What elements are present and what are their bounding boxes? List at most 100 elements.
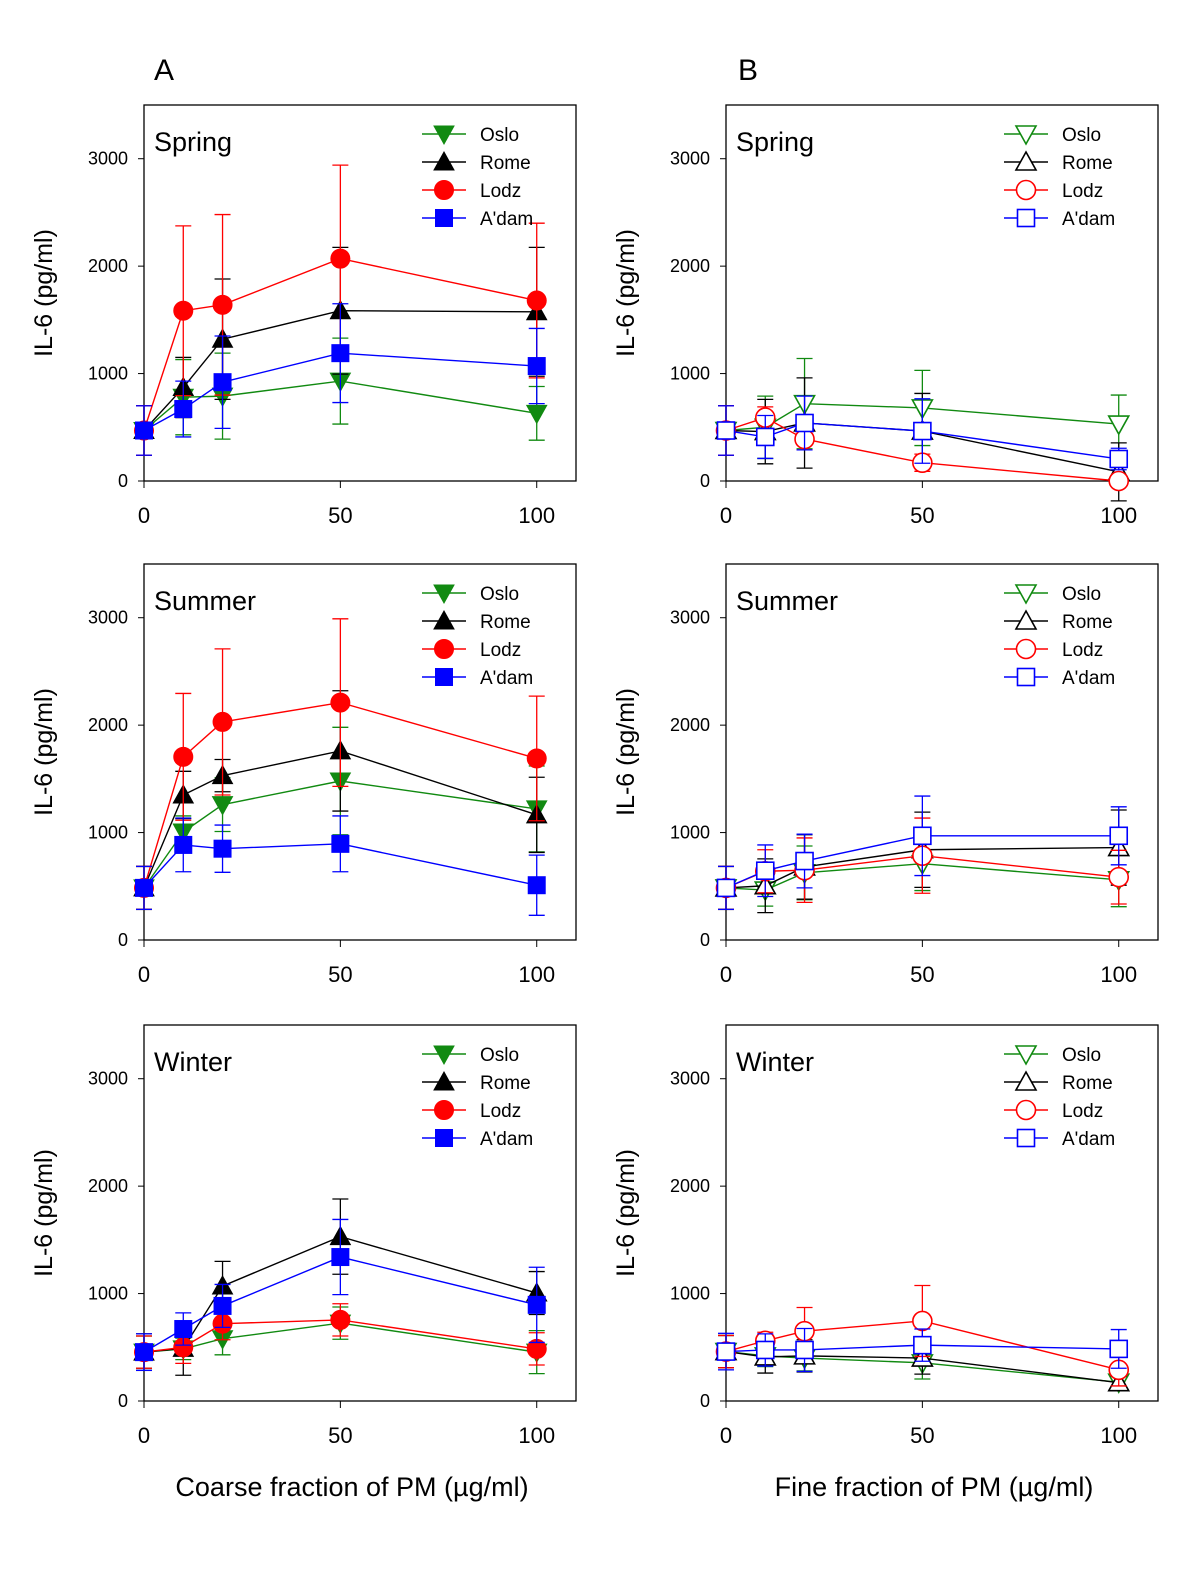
legend-marker [1016, 1128, 1036, 1148]
data-point [331, 344, 350, 363]
series-adam [716, 395, 1129, 471]
x-tick-label: 100 [518, 962, 555, 987]
panel-b-summer: 0 1000 2000 3000 0 50 100 Summer IL-6 (pg/ml) Osl… [612, 563, 1159, 987]
legend-item: Oslo [1004, 584, 1101, 605]
data-point [526, 748, 547, 769]
plot-frame [143, 104, 577, 482]
y-tick-label: 3000 [670, 608, 710, 628]
data-point [1108, 470, 1130, 492]
data-point [527, 357, 546, 376]
data-point [1109, 449, 1129, 469]
x-tick-label: 50 [910, 1423, 934, 1448]
y-tick-label: 1000 [670, 364, 710, 384]
y-tick-label: 0 [700, 471, 710, 491]
y-tick-label: 1000 [670, 823, 710, 843]
plot-frame [725, 563, 1159, 941]
x-axis-label: Fine fraction of PM (µg/ml) [775, 1472, 1094, 1502]
y-axis-label: IL-6 (pg/ml) [612, 229, 640, 357]
data-point [1108, 866, 1130, 888]
y-tick-label: 3000 [88, 1069, 128, 1089]
x-tick-label: 50 [910, 503, 934, 528]
data-point [135, 1343, 153, 1362]
legend-label: A'dam [480, 668, 533, 689]
series-adam [135, 1218, 546, 1372]
y-tick-label: 2000 [670, 1176, 710, 1196]
panel-a-winter: 0 1000 2000 3000 0 50 100 Winter IL-6 (pg/ml) Coa… [30, 1024, 577, 1502]
data-point [1109, 826, 1129, 846]
panel-a-spring: 0 1000 2000 3000 0 50 100 Spring IL-6 (pg/ml) Osl… [30, 104, 577, 528]
data-point [330, 692, 351, 713]
data-point [913, 826, 932, 846]
y-tick-label: 2000 [88, 1176, 128, 1196]
data-point [716, 421, 736, 440]
legend-item: A'dam [422, 209, 533, 230]
legend-item: A'dam [1004, 1128, 1115, 1150]
y-tick-label: 3000 [670, 1069, 710, 1089]
legend-marker [433, 1045, 455, 1066]
legend-label: Lodz [480, 640, 521, 661]
x-tick-label: 100 [1100, 503, 1137, 528]
data-point [913, 1335, 932, 1355]
y-tick-label: 0 [118, 471, 128, 491]
legend-label: Rome [1062, 612, 1113, 633]
data-point [173, 300, 194, 321]
legend-marker [1015, 638, 1037, 660]
data-point [213, 373, 232, 392]
data-point [174, 400, 193, 419]
legend-label: Lodz [1062, 181, 1103, 202]
legend-marker [433, 584, 455, 605]
legend-item: Rome [1004, 609, 1113, 633]
legend-marker [434, 1100, 454, 1120]
data-point [135, 421, 153, 440]
legend-marker [1014, 609, 1038, 630]
legend-label: Rome [1062, 153, 1113, 174]
data-point [525, 404, 548, 425]
legend-marker [1016, 667, 1036, 687]
legend-marker [435, 1129, 453, 1147]
plot-frame [143, 1024, 577, 1402]
data-point [211, 796, 234, 816]
y-tick-label: 1000 [88, 1284, 128, 1304]
data-point [527, 876, 546, 895]
legend-item: A'dam [1004, 667, 1115, 689]
legend-label: Rome [480, 612, 531, 633]
legend-item: A'dam [422, 668, 533, 689]
legend-marker [434, 180, 454, 200]
x-tick-label: 0 [138, 503, 150, 528]
legend-item: Oslo [1004, 125, 1101, 146]
panel-a-summer: 0 1000 2000 3000 0 50 100 Summer IL-6 (pg/ml) Osl… [30, 563, 577, 987]
legend-label: A'dam [1062, 668, 1115, 689]
data-point [1107, 415, 1131, 436]
y-tick-label: 1000 [670, 1284, 710, 1304]
legend-label: Oslo [480, 125, 519, 146]
legend-marker [433, 609, 455, 630]
legend-label: Rome [1062, 1073, 1113, 1094]
x-tick-label: 50 [328, 503, 352, 528]
legend-item: Rome [422, 609, 531, 633]
data-point [913, 421, 932, 441]
season-title: Spring [736, 127, 814, 157]
legend-item: A'dam [422, 1129, 533, 1150]
x-tick-label: 50 [910, 962, 934, 987]
season-title: Winter [154, 1047, 232, 1077]
y-tick-label: 0 [700, 1391, 710, 1411]
data-point [1109, 1339, 1129, 1359]
y-tick-label: 0 [118, 1391, 128, 1411]
series-adam [135, 815, 546, 916]
series-adam [716, 1327, 1129, 1373]
y-tick-label: 3000 [670, 149, 710, 169]
data-point [795, 413, 814, 433]
data-point [755, 427, 775, 447]
legend-label: Rome [480, 1073, 531, 1094]
legend-label: A'dam [1062, 209, 1115, 230]
x-tick-label: 100 [1100, 1423, 1137, 1448]
legend-marker [1015, 179, 1037, 201]
legend-marker [1016, 208, 1036, 228]
legend-item: Lodz [422, 639, 521, 661]
legend-label: A'dam [480, 1129, 533, 1150]
y-axis-label: IL-6 (pg/ml) [30, 688, 58, 816]
legend-item: Oslo [422, 584, 519, 605]
y-tick-label: 2000 [670, 715, 710, 735]
data-point [716, 1342, 736, 1361]
